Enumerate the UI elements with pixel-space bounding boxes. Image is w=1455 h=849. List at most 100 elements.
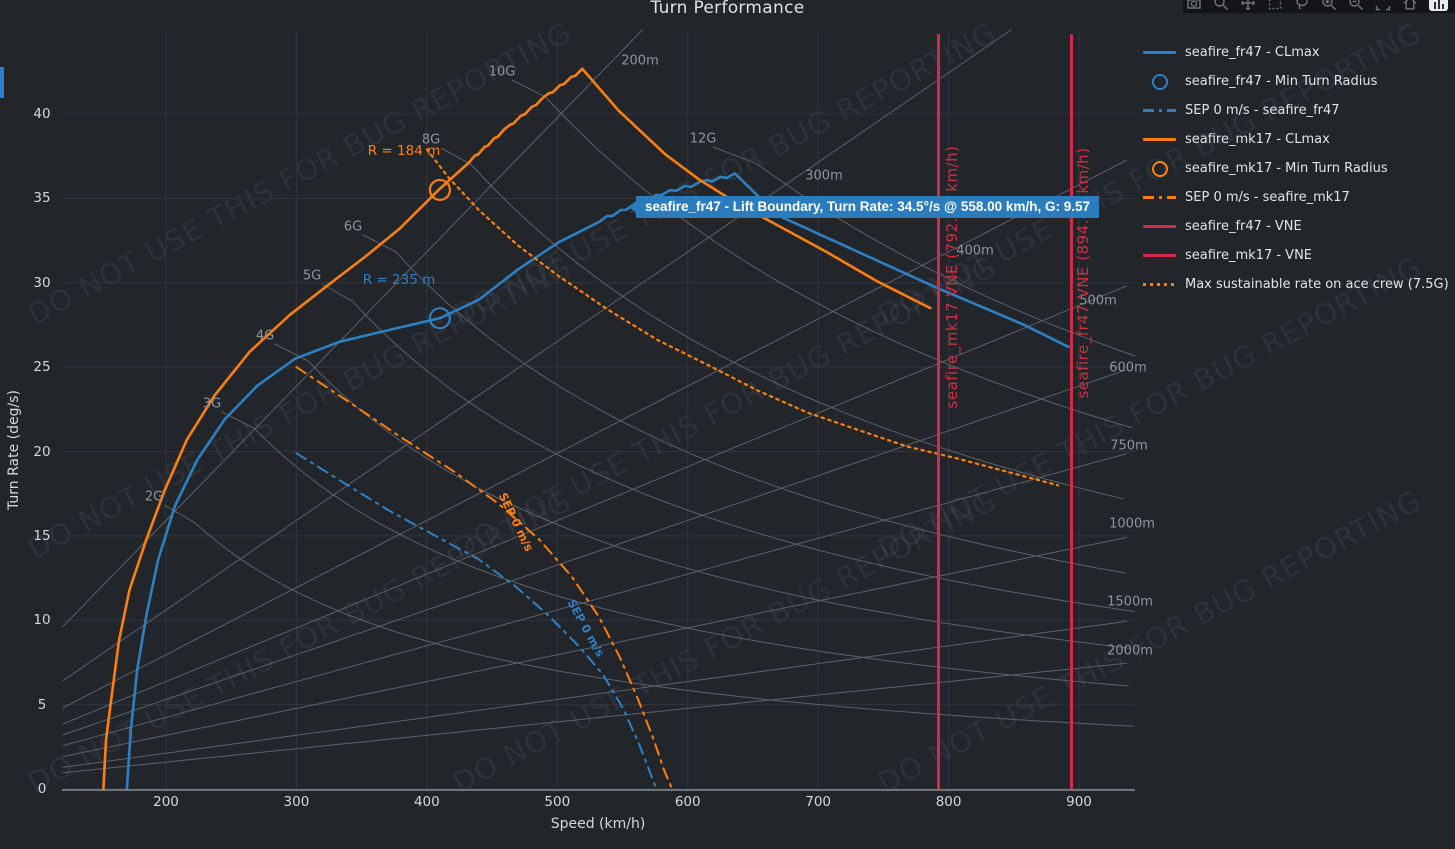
legend-label: seafire_fr47 - Min Turn Radius [1185,74,1378,89]
legend-label: seafire_fr47 - CLmax [1185,45,1320,60]
line-glyph [1143,51,1176,54]
legend-item[interactable]: Max sustainable rate on ace crew (7.5G) [1143,270,1449,299]
radius-iso-line [62,662,1127,774]
y-axis-title: Turn Rate (deg/s) [6,389,22,511]
line-glyph [1143,254,1176,257]
radius-line-label: 1500m [1107,594,1153,610]
radius-iso-line [62,29,1012,682]
line-glyph [1143,138,1176,141]
series-dotted [425,148,1060,487]
y-tick-label: 0 [37,781,47,797]
g-label-leader [362,234,396,253]
x-tick-label: 200 [153,794,179,810]
legend-item[interactable]: seafire_mk17 - VNE [1143,241,1449,270]
y-tick-label: 5 [37,696,47,713]
radius-line-label: 300m [805,168,843,184]
line-glyph [1143,225,1176,228]
legend-line-swatch-icon [1143,225,1176,228]
g-line-label: 10G [488,64,516,80]
radius-iso-line [62,453,1127,747]
home-icon[interactable] [1402,0,1418,11]
legend-item[interactable]: seafire_fr47 - CLmax [1143,38,1449,67]
series-solid [125,172,1070,791]
g-line-label: 2G [144,489,164,505]
legend-circle-swatch-icon [1143,160,1176,177]
zoom-out-icon[interactable] [1348,0,1364,11]
g-label-leader [511,79,546,98]
g-line-label: 3G [202,396,222,412]
box-select-icon[interactable] [1267,0,1283,11]
radius-line-label: 2000m [1107,643,1153,659]
legend-item[interactable]: seafire_fr47 - VNE [1143,212,1449,241]
g-iso-line [194,522,1134,727]
y-tick-label: 15 [33,527,51,544]
radius-line-label: 400m [956,243,994,259]
x-axis-title: Speed (km/h) [550,816,646,832]
radius-line-label: 200m [621,53,659,69]
legend-label: SEP 0 m/s - seafire_fr47 [1185,103,1340,118]
page-title: Turn Performance [650,0,805,18]
g-line-label: 4G [255,328,275,344]
legend: seafire_fr47 - CLmax seafire_fr47 - Min T… [1143,38,1449,299]
g-iso-line [395,251,1127,574]
g-iso-line [307,360,1130,649]
tooltip-text: seafire_fr47 - Lift Boundary, Turn Rate:… [645,199,1090,214]
g-label-leader [440,147,472,165]
legend-dashdot-swatch-icon [1143,196,1176,199]
edge-scroll-marker [0,67,4,98]
legend-item[interactable]: SEP 0 m/s - seafire_mk17 [1143,183,1449,212]
min-turn-radius-marker [428,307,452,330]
g-label-leader [712,146,757,165]
legend-item[interactable]: SEP 0 m/s - seafire_fr47 [1143,96,1449,125]
vne-label: seafire_mk17 VNE (792.29 km/h) [943,145,961,409]
autoscale-icon[interactable] [1375,0,1391,11]
zoom-icon[interactable] [1213,0,1229,11]
series-solid [102,67,932,791]
radius-iso-line [62,159,1127,709]
g-iso-line [254,428,1129,687]
legend-line-swatch-icon [1143,51,1176,54]
legend-dotted-swatch-icon [1143,283,1176,286]
g-label-leader [274,343,309,362]
legend-label: seafire_mk17 - Min Turn Radius [1185,161,1388,176]
camera-icon[interactable] [1186,0,1202,11]
legend-label: seafire_mk17 - VNE [1185,248,1313,263]
x-tick-label: 900 [1066,794,1092,810]
zoom-in-icon[interactable] [1321,0,1337,11]
vne-label: seafire_fr47 VNE (894.28 km/h) [1074,147,1092,399]
lasso-icon[interactable] [1294,0,1310,11]
pan-icon[interactable] [1240,0,1256,11]
legend-label: seafire_mk17 - CLmax [1185,132,1330,147]
radius-iso-line [62,285,1127,725]
legend-item[interactable]: seafire_mk17 - Min Turn Radius [1143,154,1449,183]
legend-label: seafire_fr47 - VNE [1185,219,1302,234]
modebar [1186,0,1448,11]
y-tick-label: 30 [33,274,51,291]
legend-label: SEP 0 m/s - seafire_mk17 [1185,190,1350,205]
min-turn-radius-marker [428,178,452,202]
dashdot-glyph [1143,196,1176,199]
y-tick-label: 25 [33,359,51,376]
g-line-label: 8G [421,132,441,148]
y-tick-label: 40 [33,106,51,122]
radius-iso-line [62,537,1127,758]
hover-tooltip: seafire_fr47 - Lift Boundary, Turn Rate:… [629,196,1099,218]
min-radius-annotation: R = 184 m [367,143,441,159]
circle-glyph [1151,73,1168,90]
radius-line-label: 750m [1110,438,1148,454]
g-iso-line [470,164,1124,500]
radius-iso-line [62,620,1127,768]
radius-iso-line [62,29,644,628]
y-tick-label: 35 [33,190,51,207]
legend-label: Max sustainable rate on ace crew (7.5G) [1185,277,1449,292]
radius-line-label: 600m [1109,360,1147,376]
x-tick-label: 800 [935,794,962,810]
legend-item[interactable]: seafire_fr47 - Min Turn Radius [1143,67,1449,96]
g-line-label: 5G [302,268,322,284]
legend-item[interactable]: seafire_mk17 - CLmax [1143,125,1449,154]
radius-line-label: 1000m [1109,516,1155,532]
circle-glyph [1151,160,1168,177]
plotly-logo-icon[interactable] [1429,0,1448,11]
